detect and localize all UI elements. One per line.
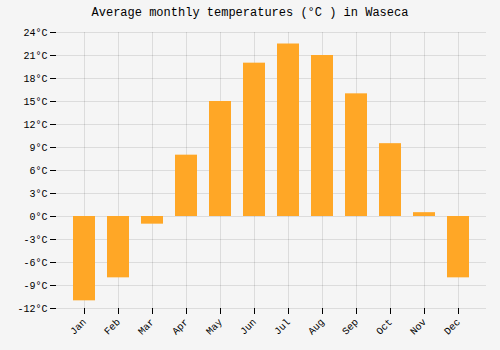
svg-text:Sep: Sep — [340, 317, 361, 338]
svg-text:3°C: 3°C — [29, 189, 47, 200]
svg-text:Oct: Oct — [374, 317, 395, 338]
svg-text:Feb: Feb — [102, 317, 123, 338]
html-text:Average monthly temperatures (: Average monthly temperatures (°C ) in Wa… — [91, 6, 409, 20]
svg-text:24°C: 24°C — [23, 28, 47, 39]
svg-text:0°C: 0°C — [29, 212, 47, 223]
svg-text:May: May — [204, 317, 225, 338]
svg-text:Aug: Aug — [306, 317, 327, 338]
svg-text:-6°C: -6°C — [23, 258, 47, 269]
svg-text:Dec: Dec — [442, 317, 463, 338]
svg-text:-12°C: -12°C — [17, 304, 47, 315]
svg-text:6°C: 6°C — [29, 166, 47, 177]
svg-text:Jul: Jul — [272, 317, 293, 338]
svg-text:21°C: 21°C — [23, 51, 47, 62]
svg-text:Jan: Jan — [68, 317, 89, 338]
svg-text:15°C: 15°C — [23, 97, 47, 108]
svg-text:Jun: Jun — [238, 317, 259, 338]
svg-text:-3°C: -3°C — [23, 235, 47, 246]
svg-text:-9°C: -9°C — [23, 281, 47, 292]
svg-text:Mar: Mar — [136, 317, 157, 338]
svg-text:Nov: Nov — [408, 317, 429, 338]
svg-text:Apr: Apr — [170, 317, 191, 338]
svg-text:12°C: 12°C — [23, 120, 47, 131]
svg-text:18°C: 18°C — [23, 74, 47, 85]
svg-text:9°C: 9°C — [29, 143, 47, 154]
